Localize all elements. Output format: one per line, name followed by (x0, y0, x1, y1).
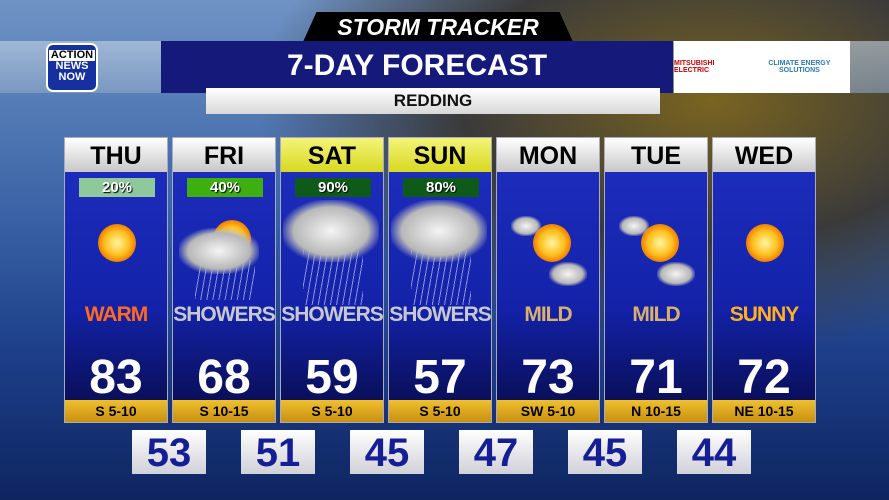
climate-energy-logo: CLIMATE ENERGY SOLUTIONS (768, 60, 831, 74)
high-temp: 68 (197, 351, 251, 404)
condition-label: MILD (524, 303, 572, 326)
wind-label: SW 5-10 (497, 400, 599, 422)
low-temp: 45 (568, 430, 642, 475)
high-temp: 71 (629, 351, 683, 404)
day-column-tue: TUE MILD 71 N 10-15 (604, 137, 708, 423)
storm-tracker-banner: STORM TRACKER (303, 12, 573, 42)
condition-label: SUNNY (729, 303, 800, 326)
sunny-icon (723, 200, 807, 310)
condition-label: SHOWERS (389, 303, 492, 326)
day-column-sat: SAT 90% SHOWERS 59 S 5-10 (280, 137, 384, 423)
action-news-now-logo: ACTION NEWS NOW (46, 43, 98, 92)
day-column-wed: WED SUNNY 72 NE 10-15 (712, 137, 816, 423)
rain-cloud-icon (391, 200, 487, 310)
high-temp: 72 (737, 351, 791, 404)
condition-label: WARM (84, 303, 149, 326)
high-temp: 59 (305, 351, 359, 404)
day-header: SUN (389, 138, 491, 172)
day-column-fri: FRI 40% SHOWERS 68 S 10-15 (172, 137, 276, 423)
day-header: TUE (605, 138, 707, 172)
low-temp: 53 (132, 430, 206, 475)
day-header: MON (497, 138, 599, 172)
wind-label: NE 10-15 (713, 400, 815, 422)
precip-chance: 40% (187, 178, 263, 197)
condition-label: SHOWERS (173, 303, 276, 326)
location-label: REDDING (206, 88, 660, 114)
low-temp: 44 (677, 430, 751, 475)
day-column-sun: SUN 80% SHOWERS 57 S 5-10 (388, 137, 492, 423)
day-header: WED (713, 138, 815, 172)
logo-text: NOW (58, 71, 86, 83)
day-column-mon: MON MILD 73 SW 5-10 (496, 137, 600, 423)
condition-label: SHOWERS (281, 303, 384, 326)
condition-label: MILD (632, 303, 680, 326)
mitsubishi-logo: MITSUBISHI ELECTRIC (674, 60, 715, 74)
logo-text: NEWS (55, 60, 89, 72)
wind-label: S 10-15 (173, 400, 275, 422)
precip-chance: 20% (79, 178, 155, 197)
mostly-sunny-icon (507, 200, 591, 310)
wind-label: S 5-10 (65, 400, 167, 422)
day-header: THU (65, 138, 167, 172)
precip-chance: 80% (403, 178, 479, 197)
day-header: FRI (173, 138, 275, 172)
low-temp: 45 (350, 430, 424, 475)
high-temp: 73 (521, 351, 575, 404)
low-temp: 51 (241, 430, 315, 475)
low-temp: 47 (459, 430, 533, 475)
high-temp: 57 (413, 351, 467, 404)
sunny-icon (75, 200, 159, 310)
wind-label: S 5-10 (389, 400, 491, 422)
wind-label: N 10-15 (605, 400, 707, 422)
logo-text: ACTION (49, 49, 95, 61)
sponsor-logos: MITSUBISHI ELECTRIC CLIMATE ENERGY SOLUT… (674, 41, 850, 93)
mostly-sunny-icon (615, 200, 699, 310)
rain-cloud-icon (283, 200, 379, 310)
day-column-thu: THU 20% WARM 83 S 5-10 (64, 137, 168, 423)
partly-cloudy-showers-icon (179, 200, 267, 310)
page-title: 7-DAY FORECAST (161, 41, 673, 93)
high-temp: 83 (89, 351, 143, 404)
wind-label: S 5-10 (281, 400, 383, 422)
day-header: SAT (281, 138, 383, 172)
precip-chance: 90% (295, 178, 371, 197)
